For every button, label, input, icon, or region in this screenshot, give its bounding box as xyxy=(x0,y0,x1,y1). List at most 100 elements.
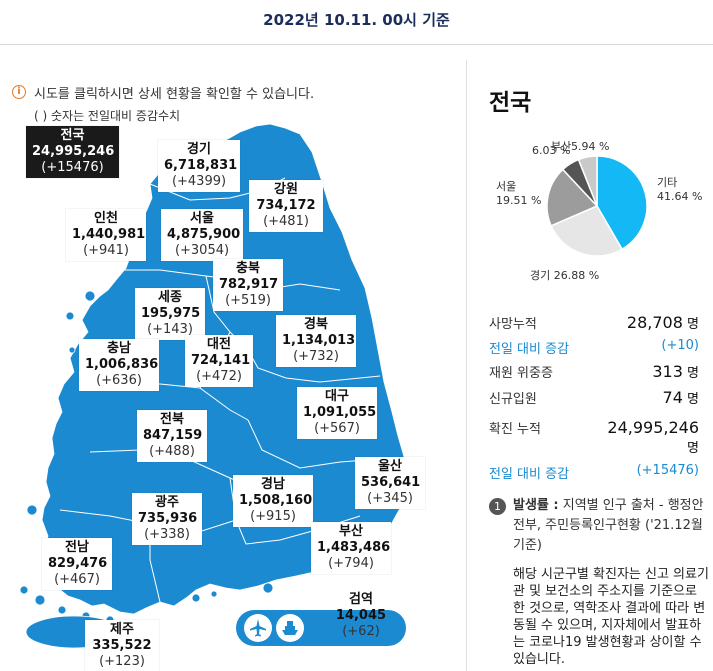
region-increase: (+4399) xyxy=(171,174,227,189)
stat-number: 28,708 xyxy=(626,313,683,332)
map-instruction: 시도를 클릭하시면 상세 현황을 확인할 수 있습니다. xyxy=(34,87,315,102)
stat-number: 24,995,246 xyxy=(607,418,699,437)
region-name: 제주 xyxy=(110,622,134,637)
source-body: 지역별 인구 출처 - 행정안전부, 주민등록인구현황 ('21.12월 기준) xyxy=(513,498,704,553)
region-label-daegu[interactable]: 대구 1,091,055 (+567) xyxy=(297,387,377,439)
region-label-ulsan[interactable]: 울산 536,641 (+345) xyxy=(355,457,425,509)
pie-slice-gita xyxy=(596,155,648,251)
region-label-sejong[interactable]: 세종 195,975 (+143) xyxy=(135,288,205,340)
region-label-chungbuk[interactable]: 충북 782,917 (+519) xyxy=(213,259,283,311)
region-name: 전국 xyxy=(60,128,85,143)
pie-label-seoul-name: 서울 xyxy=(496,180,517,193)
region-label-gyeonggi[interactable]: 경기 6,718,831 (+4399) xyxy=(158,140,240,192)
region-increase: (+472) xyxy=(196,369,242,384)
region-share-pie: 기타 41.64 % 경기 26.88 % 서울 19.51 % 6.03 % … xyxy=(470,130,713,290)
region-name: 대전 xyxy=(207,337,231,352)
info-icon: i xyxy=(12,85,26,99)
region-total: 829,476 xyxy=(48,556,108,571)
region-increase: (+467) xyxy=(54,572,100,587)
source-text: 발생률 : 지역별 인구 출처 - 행정안전부, 주민등록인구현황 ('21.1… xyxy=(489,496,704,556)
region-label-gyeongnam[interactable]: 경남 1,508,160 (+915) xyxy=(233,475,313,527)
region-total: 735,936 xyxy=(138,511,198,526)
stat-deaths: 사망누적 28,708 명 xyxy=(489,313,699,335)
region-name: 경남 xyxy=(261,477,285,492)
region-total: 536,641 xyxy=(361,475,421,490)
region-label-incheon[interactable]: 인천 1,440,981 (+941) xyxy=(66,209,146,261)
stat-value: 24,995,246 명 xyxy=(579,418,699,456)
region-total: 24,995,246 xyxy=(32,144,115,159)
region-label-gwangju[interactable]: 광주 735,936 (+338) xyxy=(132,493,202,545)
region-name: 강원 xyxy=(274,182,298,197)
header-bar: 2022년 10.11. 00시 기준 xyxy=(0,0,713,45)
pie-label-gyeonggi: 경기 26.88 % xyxy=(530,269,600,282)
reference-date: 2022년 10.11. 00시 기준 xyxy=(263,11,450,29)
stat-label: 재원 위중증 xyxy=(489,366,553,381)
disclaimer-note: 해당 시군구별 확진자는 신고 의료기관 및 보건소의 주소지를 기준으로 한 … xyxy=(513,567,709,667)
region-name: 검역 xyxy=(349,592,373,607)
region-label-jeju[interactable]: 제주 335,522 (+123) xyxy=(85,620,159,671)
region-label-gyeongbuk[interactable]: 경북 1,134,013 (+732) xyxy=(276,315,356,367)
region-increase: (+62) xyxy=(342,624,380,639)
stat-unit: 명 xyxy=(687,366,699,381)
transport-bar[interactable] xyxy=(236,610,406,646)
pie-label-gita: 기타 41.64 % xyxy=(657,176,702,204)
region-label-gangwon[interactable]: 강원 734,172 (+481) xyxy=(249,180,323,232)
region-name: 경기 xyxy=(187,142,211,157)
region-name: 인천 xyxy=(94,211,118,226)
region-name: 충남 xyxy=(107,341,131,356)
stat-unit: 명 xyxy=(687,317,699,332)
region-label-jeonbuk[interactable]: 전북 847,159 (+488) xyxy=(137,410,207,462)
region-total: 1,091,055 xyxy=(303,405,377,420)
region-name: 충북 xyxy=(236,261,260,276)
region-label-seoul[interactable]: 서울 4,875,900 (+3054) xyxy=(161,209,243,261)
region-increase: (+732) xyxy=(293,349,339,364)
stat-number: 313 xyxy=(652,362,683,381)
region-total: 847,159 xyxy=(143,428,203,443)
region-label-national[interactable]: 전국 24,995,246 (+15476) xyxy=(26,126,119,178)
region-total: 195,975 xyxy=(141,306,201,321)
stat-value: 313 명 xyxy=(652,362,699,381)
region-total: 724,141 xyxy=(191,353,251,368)
region-name: 대구 xyxy=(325,389,349,404)
stat-label: 신규입원 xyxy=(489,392,537,407)
region-increase: (+481) xyxy=(263,214,309,229)
source-number-badge: 1 xyxy=(489,498,506,515)
region-total: 1,134,013 xyxy=(282,333,356,348)
region-increase: (+941) xyxy=(83,243,129,258)
pie-label-gita-name: 기타 xyxy=(657,176,678,189)
airplane-icon[interactable] xyxy=(244,614,272,642)
pie-label-seoul-pct: 19.51 % xyxy=(496,194,542,207)
region-name: 세종 xyxy=(158,290,182,305)
stat-value: (+10) xyxy=(661,338,699,353)
region-name: 부산 xyxy=(339,524,363,539)
region-total: 4,875,900 xyxy=(167,227,241,242)
region-total: 14,045 xyxy=(335,608,387,623)
pie-chart xyxy=(546,155,648,257)
stat-deaths-inc: 전일 대비 증감 (+10) xyxy=(489,338,699,358)
region-label-jeonnam[interactable]: 전남 829,476 (+467) xyxy=(42,538,112,590)
ship-icon[interactable] xyxy=(276,614,304,642)
pie-label-busan-pct: 5.94 % xyxy=(571,140,610,153)
region-total: 1,440,981 xyxy=(72,227,146,242)
stat-label: 사망누적 xyxy=(489,317,537,332)
region-total: 6,718,831 xyxy=(164,158,238,173)
stat-value: 28,708 명 xyxy=(627,313,699,332)
region-total: 1,508,160 xyxy=(239,493,313,508)
region-increase: (+338) xyxy=(144,527,190,542)
region-total: 335,522 xyxy=(92,638,152,653)
region-label-quarantine[interactable]: 검역 14,045 (+62) xyxy=(326,590,396,642)
pie-label-seoul: 서울 19.51 % xyxy=(496,180,541,208)
stat-unit: 명 xyxy=(687,392,699,407)
region-increase: (+345) xyxy=(367,491,413,506)
region-label-daejeon[interactable]: 대전 724,141 (+472) xyxy=(185,335,253,387)
stat-imported: 신규입원 74 명 xyxy=(489,388,699,408)
region-label-busan[interactable]: 부산 1,483,486 (+794) xyxy=(311,522,391,574)
region-increase: (+15476) xyxy=(41,160,104,175)
stat-confirmed: 확진 누적 24,995,246 명 xyxy=(489,418,699,458)
region-increase: (+794) xyxy=(328,556,374,571)
stat-label: 전일 대비 증감 xyxy=(489,342,570,357)
region-total: 1,006,836 xyxy=(85,357,159,372)
incidence-source: 1 발생률 : 지역별 인구 출처 - 행정안전부, 주민등록인구현황 ('21… xyxy=(489,496,704,556)
region-increase: (+143) xyxy=(147,322,193,337)
region-label-chungnam[interactable]: 충남 1,006,836 (+636) xyxy=(79,339,159,391)
